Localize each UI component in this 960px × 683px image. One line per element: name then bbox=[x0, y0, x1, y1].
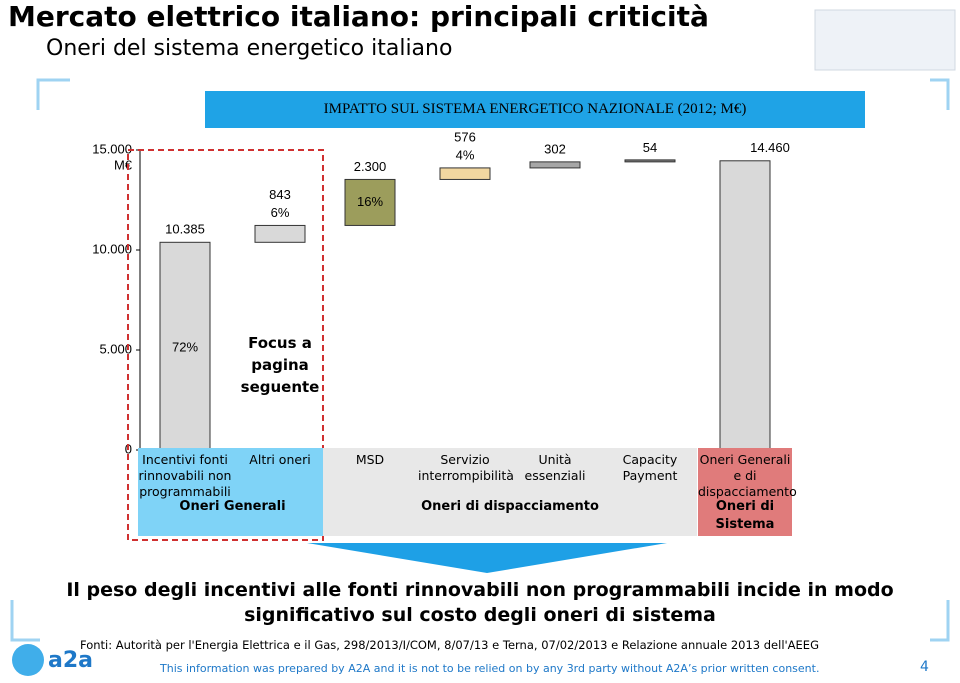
bar bbox=[439, 167, 491, 180]
share-label: 16% bbox=[357, 194, 383, 209]
share-label: 6% bbox=[271, 205, 290, 220]
value-label: 302 bbox=[544, 141, 566, 156]
annotation: Focus a pagina seguente bbox=[240, 334, 320, 396]
arrow bbox=[307, 543, 667, 573]
value-label: 576 bbox=[454, 129, 476, 144]
bar bbox=[254, 224, 306, 243]
bar bbox=[624, 159, 676, 163]
y-tick-label: 10.000 bbox=[92, 241, 132, 256]
group-label: Oneri di Sistema bbox=[715, 499, 775, 532]
share-label: 4% bbox=[456, 147, 475, 162]
y-unit: M€ bbox=[114, 157, 133, 172]
x-tick-label: Incentivi fonti rinnovabili non programm… bbox=[138, 452, 232, 499]
frame bbox=[10, 78, 950, 642]
value-label: 14.460 bbox=[750, 140, 790, 155]
title: Mercato elettrico italiano: principali c… bbox=[8, 0, 709, 33]
bar bbox=[159, 241, 211, 451]
disclaimer: This information was prepared by A2A and… bbox=[160, 662, 820, 675]
subtitle: Oneri del sistema energetico italiano bbox=[46, 36, 453, 61]
x-tick-label: Capacity Payment bbox=[622, 452, 678, 483]
group-label: Oneri Generali bbox=[179, 499, 286, 514]
group-box bbox=[138, 448, 327, 536]
logo: a2a bbox=[48, 648, 93, 673]
y-tick-label: 5.000 bbox=[99, 341, 132, 356]
logo-mark bbox=[12, 644, 44, 676]
bar bbox=[529, 161, 581, 169]
value-label: 843 bbox=[269, 187, 291, 202]
bar bbox=[719, 160, 771, 451]
x-tick-label: Altri oneri bbox=[249, 452, 311, 467]
corner-graphic bbox=[814, 9, 956, 71]
conclusion: Il peso degli incentivi alle fonti rinno… bbox=[66, 579, 894, 626]
value-label: 54 bbox=[643, 140, 657, 155]
group-box bbox=[698, 448, 792, 536]
value-label: 2.300 bbox=[354, 159, 387, 174]
source: Fonti: Autorità per l'Energia Elettrica … bbox=[80, 638, 819, 652]
page-number: 4 bbox=[920, 659, 929, 675]
bar bbox=[344, 178, 396, 226]
group-box bbox=[323, 448, 697, 536]
x-tick-label: Unità essenziali bbox=[524, 452, 586, 483]
value-label: 10.385 bbox=[165, 222, 205, 237]
x-tick-label: Servizio interrompibilità bbox=[418, 452, 514, 483]
x-tick-label: MSD bbox=[355, 452, 385, 467]
group-label: Oneri di dispacciamento bbox=[421, 499, 599, 514]
chart-title: IMPATTO SUL SISTEMA ENERGETICO NAZIONALE… bbox=[205, 91, 865, 128]
y-tick-label: 15.000 bbox=[92, 141, 132, 156]
focus-box bbox=[127, 149, 324, 541]
share-label: 72% bbox=[172, 339, 198, 354]
x-tick-label: Oneri Generali e di dispacciamento bbox=[698, 452, 797, 499]
